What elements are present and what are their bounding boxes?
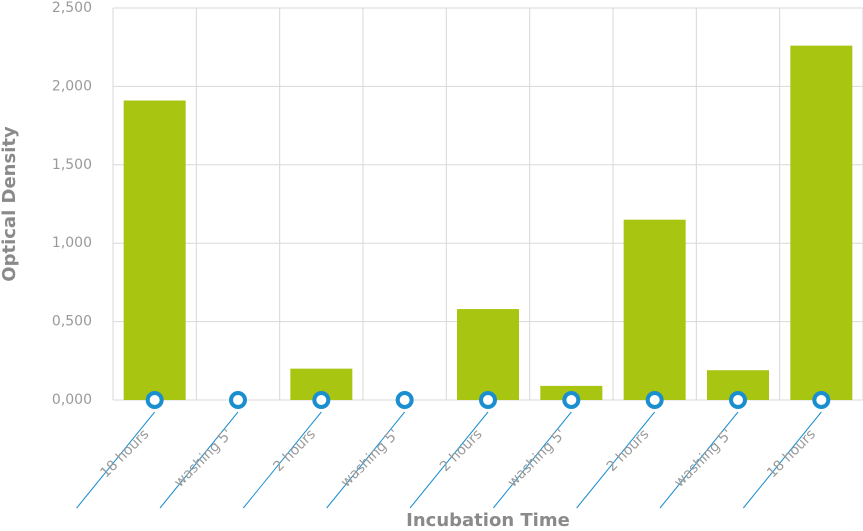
y-tick-label: 0,000 — [52, 392, 92, 408]
label-leader — [159, 411, 239, 509]
y-axis-title: Optical Density — [0, 126, 20, 282]
x-axis-title: Incubation Time — [406, 510, 570, 531]
label-leader — [76, 411, 156, 509]
x-tick-label: 18 hours — [97, 426, 152, 481]
axis-marker — [395, 391, 414, 409]
bar — [123, 100, 186, 401]
label-leader — [742, 411, 822, 509]
y-tick-label: 2,500 — [52, 0, 92, 16]
axis-marker — [562, 391, 581, 409]
axis-marker — [812, 391, 831, 409]
x-tick-label: 2 hours — [270, 426, 319, 475]
label-leader — [492, 411, 572, 509]
axis-marker — [645, 391, 664, 409]
y-tick-label: 2,000 — [52, 78, 92, 94]
x-tick-label: washing 5' — [505, 426, 569, 490]
label-leader — [409, 411, 489, 509]
x-tick-label: 18 hours — [764, 426, 819, 481]
axis-marker — [729, 391, 747, 409]
x-tick-label: washing 5' — [338, 426, 402, 490]
label-leader — [659, 411, 739, 509]
bar — [790, 45, 853, 401]
y-tick-label: 1,000 — [52, 235, 92, 251]
bar — [457, 309, 519, 400]
y-tick-label: 0,500 — [52, 314, 92, 330]
label-leader — [576, 411, 656, 509]
label-leader — [326, 411, 406, 509]
y-tick-label: 1,500 — [52, 157, 92, 173]
axis-marker — [229, 391, 247, 409]
x-tick-label: washing 5' — [171, 426, 235, 490]
axis-marker — [312, 391, 331, 409]
x-tick-label: washing 5' — [671, 426, 735, 490]
label-leader — [242, 411, 322, 509]
bar — [623, 219, 686, 400]
x-tick-label: 2 hours — [437, 426, 486, 475]
axis-marker — [479, 391, 497, 409]
x-tick-label: 2 hours — [604, 426, 653, 475]
axis-marker — [145, 391, 164, 409]
